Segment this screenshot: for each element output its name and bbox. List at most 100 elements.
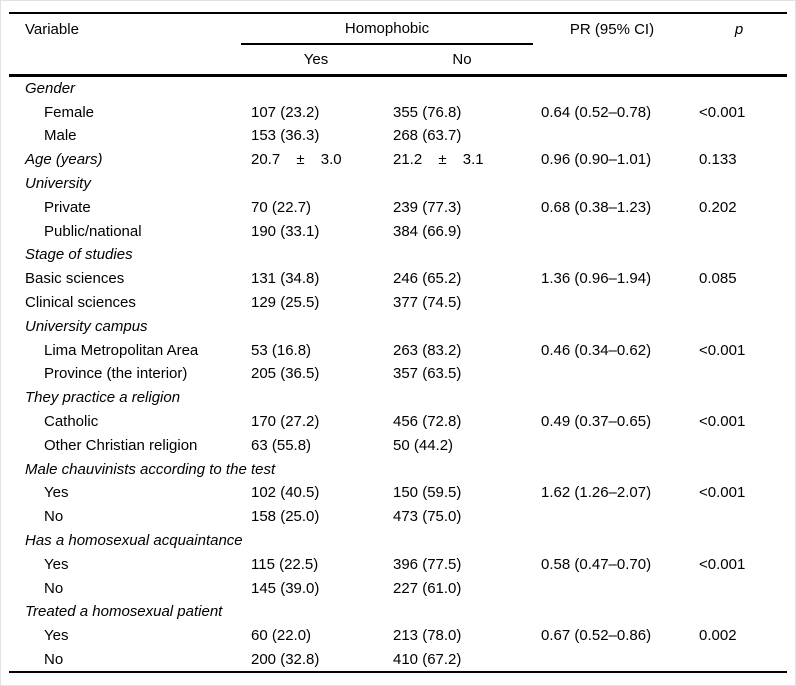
cell-pr-ci: 0.46 (0.34–0.62) xyxy=(541,341,652,359)
cell-yes-count: 63 (55.8) xyxy=(251,436,312,454)
row-label: Stage of studies xyxy=(25,246,133,264)
row-label: Other Christian religion xyxy=(44,436,198,454)
row-label: Basic sciences xyxy=(25,270,125,288)
cell-pr-ci: 0.68 (0.38–1.23) xyxy=(541,198,652,216)
cell-yes-count: 115 (22.5) xyxy=(251,555,319,573)
cell-no-count: 227 (61.0) xyxy=(393,579,462,597)
cell-yes-count: 153 (36.3) xyxy=(251,127,320,145)
cell-no-count: 384 (66.9) xyxy=(393,222,462,240)
row-label: No xyxy=(44,579,64,597)
cell-p-value: 0.085 xyxy=(699,270,737,288)
cell-yes-count: 205 (36.5) xyxy=(251,365,320,383)
table-row: Female 107 (23.2) 355 (76.8) 0.64 (0.52–… xyxy=(9,100,787,124)
row-label: University campus xyxy=(25,317,148,335)
table-row: No 145 (39.0) 227 (61.0) xyxy=(9,576,787,600)
cell-no-count: 263 (83.2) xyxy=(393,341,462,359)
table-body: Gender Female 107 (23.2) 355 (76.8) 0.64… xyxy=(9,77,787,672)
cell-p-value: <0.001 xyxy=(699,341,746,359)
cell-pr-ci: 0.58 (0.47–0.70) xyxy=(541,555,652,573)
table-row: Other Christian religion 63 (55.8) 50 (4… xyxy=(9,433,787,457)
table-top-rule xyxy=(9,12,787,14)
cell-pr-ci: 0.49 (0.37–0.65) xyxy=(541,413,652,431)
cell-p-value: 0.133 xyxy=(699,151,737,169)
cell-no-count: 239 (77.3) xyxy=(393,198,462,216)
table-row: Has a homosexual acquaintance xyxy=(9,529,787,553)
cell-pr-ci: 0.64 (0.52–0.78) xyxy=(541,103,652,121)
table-row: Age (years) 20.7 ± 3.0 21.2 ± 3.1 0.96 (… xyxy=(9,148,787,172)
cell-no-count: 213 (78.0) xyxy=(393,627,462,645)
row-label: Age (years) xyxy=(25,151,103,169)
cell-pr-ci: 1.62 (1.26–2.07) xyxy=(541,484,652,502)
cell-yes-count: 158 (25.0) xyxy=(251,508,320,526)
cell-no-count: 355 (76.8) xyxy=(393,103,462,121)
table-row: No 158 (25.0) 473 (75.0) xyxy=(9,505,787,529)
cell-yes-count: 131 (34.8) xyxy=(251,270,320,288)
row-label: Catholic xyxy=(44,413,99,431)
cell-yes-count: 53 (16.8) xyxy=(251,341,312,359)
row-label: Gender xyxy=(25,79,76,97)
cell-no-count: 396 (77.5) xyxy=(393,555,462,573)
table-row: They practice a religion xyxy=(9,386,787,410)
table-row: Clinical sciences 129 (25.5) 377 (74.5) xyxy=(9,291,787,315)
cell-p-value: <0.001 xyxy=(699,413,746,431)
cell-no-count: 473 (75.0) xyxy=(393,508,462,526)
cell-no-count: 50 (44.2) xyxy=(393,436,454,454)
cell-yes-count: 70 (22.7) xyxy=(251,198,312,216)
table-row: Yes 102 (40.5) 150 (59.5) 1.62 (1.26–2.0… xyxy=(9,481,787,505)
table-row: Treated a homosexual patient xyxy=(9,600,787,624)
header-p: p xyxy=(734,21,744,38)
cell-p-value: <0.001 xyxy=(699,555,746,573)
cell-yes-count: 170 (27.2) xyxy=(251,413,320,431)
header-homophobic-label: Homophobic xyxy=(344,20,430,37)
table-row: University xyxy=(9,172,787,196)
table-row: Male 153 (36.3) 268 (63.7) xyxy=(9,124,787,148)
cell-yes-count: 190 (33.1) xyxy=(251,222,320,240)
table-row: Yes 60 (22.0) 213 (78.0) 0.67 (0.52–0.86… xyxy=(9,624,787,648)
row-label: Has a homosexual acquaintance xyxy=(25,532,243,550)
cell-no-count: 377 (74.5) xyxy=(393,294,462,312)
table-row: University campus xyxy=(9,314,787,338)
cell-no-count: 21.2 ± 3.1 xyxy=(393,151,484,169)
cell-no-count: 150 (59.5) xyxy=(393,484,462,502)
row-label: Clinical sciences xyxy=(25,294,136,312)
row-label: Yes xyxy=(44,555,69,573)
cell-yes-count: 107 (23.2) xyxy=(251,103,320,121)
table-row: Basic sciences 131 (34.8) 246 (65.2) 1.3… xyxy=(9,267,787,291)
row-label: Province (the interior) xyxy=(44,365,188,383)
table-row: Lima Metropolitan Area 53 (16.8) 263 (83… xyxy=(9,338,787,362)
row-label: University xyxy=(25,175,91,193)
table-header-row-1: Variable Homophobic PR (95% CI) p xyxy=(9,14,787,45)
row-label: Private xyxy=(44,198,91,216)
cell-yes-count: 200 (32.8) xyxy=(251,651,320,669)
header-pr: PR (95% CI) xyxy=(569,21,655,38)
cell-yes-count: 145 (39.0) xyxy=(251,579,320,597)
cell-yes-count: 102 (40.5) xyxy=(251,484,320,502)
cell-no-count: 456 (72.8) xyxy=(393,413,462,431)
cell-no-count: 268 (63.7) xyxy=(393,127,462,145)
header-bottom-rule xyxy=(9,74,787,77)
row-label: Male chauvinists according to the test xyxy=(25,460,276,478)
table-row: Yes 115 (22.5) 396 (77.5) 0.58 (0.47–0.7… xyxy=(9,552,787,576)
table-row: Private 70 (22.7) 239 (77.3) 0.68 (0.38–… xyxy=(9,195,787,219)
row-label: Public/national xyxy=(44,222,142,240)
statistics-table: Variable Homophobic PR (95% CI) p Yes No… xyxy=(9,12,787,674)
cell-p-value: 0.202 xyxy=(699,198,737,216)
row-label: Male xyxy=(44,127,77,145)
cell-p-value: <0.001 xyxy=(699,103,746,121)
row-label: No xyxy=(44,651,64,669)
cell-no-count: 246 (65.2) xyxy=(393,270,462,288)
cell-p-value: 0.002 xyxy=(699,627,737,645)
header-variable: Variable xyxy=(25,21,79,38)
table-row: Gender xyxy=(9,77,787,101)
header-yes: Yes xyxy=(303,51,329,68)
table-row: Catholic 170 (27.2) 456 (72.8) 0.49 (0.3… xyxy=(9,410,787,434)
header-no: No xyxy=(452,51,472,68)
table-row: Male chauvinists according to the test xyxy=(9,457,787,481)
row-label: They practice a religion xyxy=(25,389,181,407)
table-row: Stage of studies xyxy=(9,243,787,267)
cell-p-value: <0.001 xyxy=(699,484,746,502)
cell-yes-count: 129 (25.5) xyxy=(251,294,320,312)
header-homophobic-group: Homophobic xyxy=(241,14,533,45)
cell-pr-ci: 0.96 (0.90–1.01) xyxy=(541,151,652,169)
